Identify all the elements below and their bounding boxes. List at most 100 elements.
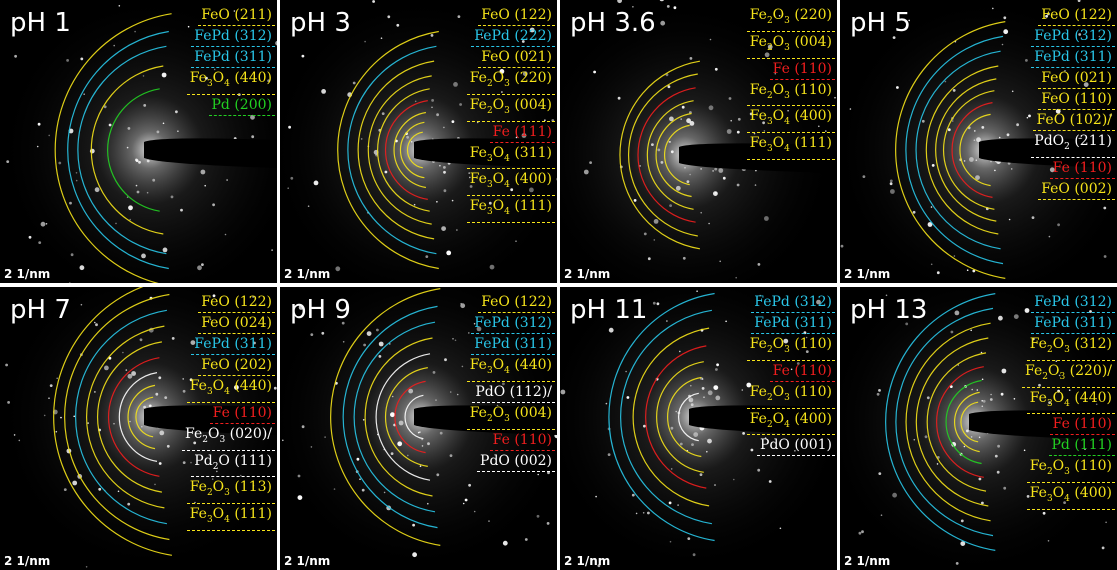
diffraction-spot <box>499 69 505 74</box>
diffraction-spot <box>1055 360 1058 362</box>
diffraction-spot <box>643 232 647 236</box>
diffraction-pattern <box>280 0 557 283</box>
diffraction-ring <box>951 102 993 198</box>
scale-bar-label: 2 1/nm <box>564 554 611 568</box>
diffraction-spot <box>687 537 691 540</box>
diffraction-pattern <box>280 287 557 570</box>
diffraction-spot <box>501 91 503 93</box>
diffraction-spot <box>953 255 956 257</box>
ring-label-list: FePd (312) FePd (311) Fe2O3 (312) Fe2O3 (22… <box>1022 292 1115 510</box>
beam-stop <box>414 138 557 168</box>
diffraction-spot <box>1024 308 1030 313</box>
diffraction-spot <box>714 167 718 171</box>
diffraction-spot <box>468 172 470 174</box>
diffraction-spot <box>156 130 160 134</box>
diffraction-spot <box>892 36 896 39</box>
diffraction-ring <box>885 293 996 551</box>
diffraction-spot <box>684 167 686 169</box>
diffraction-spot <box>950 330 954 334</box>
diffraction-spot <box>1007 161 1011 165</box>
ring-label: PdO2 (211) <box>1031 131 1115 158</box>
diffraction-spot <box>1025 59 1028 62</box>
diffraction-spot <box>412 552 417 558</box>
diffraction-spot <box>669 116 674 122</box>
diffraction-ring <box>367 75 432 225</box>
ring-label: Fe3O4 (400) <box>746 106 835 134</box>
diffraction-pattern <box>0 0 277 283</box>
ring-label: FePd (312) <box>751 292 835 313</box>
diffraction-spot <box>126 146 129 149</box>
ring-label: Fe3O4 (440) <box>186 68 275 95</box>
diffraction-spot <box>544 119 546 121</box>
diffraction-spot <box>94 391 96 393</box>
diffraction-spot <box>360 138 363 140</box>
diffraction-spot <box>290 176 294 180</box>
diffraction-ring <box>67 30 169 270</box>
diffraction-spot <box>1057 223 1060 227</box>
diffraction-spot <box>689 173 691 176</box>
diffraction-spot <box>476 121 479 124</box>
diffraction-spot <box>194 501 196 504</box>
diffraction-spot <box>969 157 974 162</box>
diffraction-spot <box>681 105 685 109</box>
diffraction-spot <box>980 351 983 354</box>
diffraction-ring <box>895 307 994 537</box>
diffraction-spot <box>128 205 133 211</box>
diffraction-spot <box>778 15 781 17</box>
diffraction-spot <box>298 305 304 310</box>
diffraction-spot <box>80 303 83 306</box>
diffraction-spot <box>981 405 984 408</box>
diffraction-spot <box>690 384 692 387</box>
diffraction-spot <box>1028 114 1031 118</box>
diffraction-spot <box>398 420 404 426</box>
diffraction-spot <box>1006 133 1010 137</box>
diffraction-spot <box>213 337 216 340</box>
diffraction-spot <box>113 422 115 425</box>
diffraction-spot <box>862 175 866 179</box>
diffraction-spot <box>190 461 192 464</box>
diffraction-ring <box>118 372 158 462</box>
diffraction-spot <box>521 40 525 43</box>
diffraction-spot <box>944 80 947 83</box>
diffraction-spot <box>608 327 614 333</box>
diffraction-spot <box>454 339 457 342</box>
diffraction-spot <box>378 355 382 358</box>
diffraction-spot <box>1003 16 1007 20</box>
diffraction-spot <box>456 229 458 231</box>
diffraction-spot <box>524 538 528 541</box>
ring-label: Fe3O4 (440) <box>1026 388 1115 415</box>
diffraction-spot <box>80 57 84 61</box>
diffraction-ring <box>936 366 984 478</box>
diffraction-spot <box>48 397 50 399</box>
diffraction-spot <box>162 122 165 125</box>
diffraction-spot <box>840 244 844 248</box>
diffraction-ring <box>96 341 162 493</box>
diffraction-ring <box>905 322 991 522</box>
ring-label: Pd (200) <box>208 95 275 116</box>
diffraction-spot <box>66 59 69 62</box>
diffraction-spot <box>142 75 145 77</box>
diffraction-spot <box>892 492 897 498</box>
diffraction-spot <box>657 148 661 152</box>
diffraction-spot <box>502 382 505 386</box>
diffraction-pattern <box>840 287 1117 570</box>
diffraction-spot <box>435 399 437 401</box>
diffraction-spot <box>670 150 674 154</box>
diffraction-spot <box>1105 521 1107 524</box>
diffraction-spot <box>161 72 167 78</box>
beam-stop <box>414 405 557 435</box>
diffraction-spot <box>226 179 228 181</box>
diffraction-spot <box>152 178 156 182</box>
beam-stop <box>979 138 1117 168</box>
diffraction-spot <box>712 170 714 172</box>
diffraction-spot <box>359 478 361 480</box>
diffraction-ring <box>954 391 980 453</box>
diffraction-spot <box>667 85 671 89</box>
ring-label: FePd (311) <box>1031 47 1115 68</box>
saed-panel: pH 3 FeO (122) FePd (222) FeO (021) Fe2O3 (2… <box>280 0 557 283</box>
diffraction-spot <box>141 425 143 428</box>
ring-label: Fe (110) <box>769 59 835 80</box>
diffraction-spot <box>936 271 940 275</box>
diffraction-ring <box>394 380 426 454</box>
